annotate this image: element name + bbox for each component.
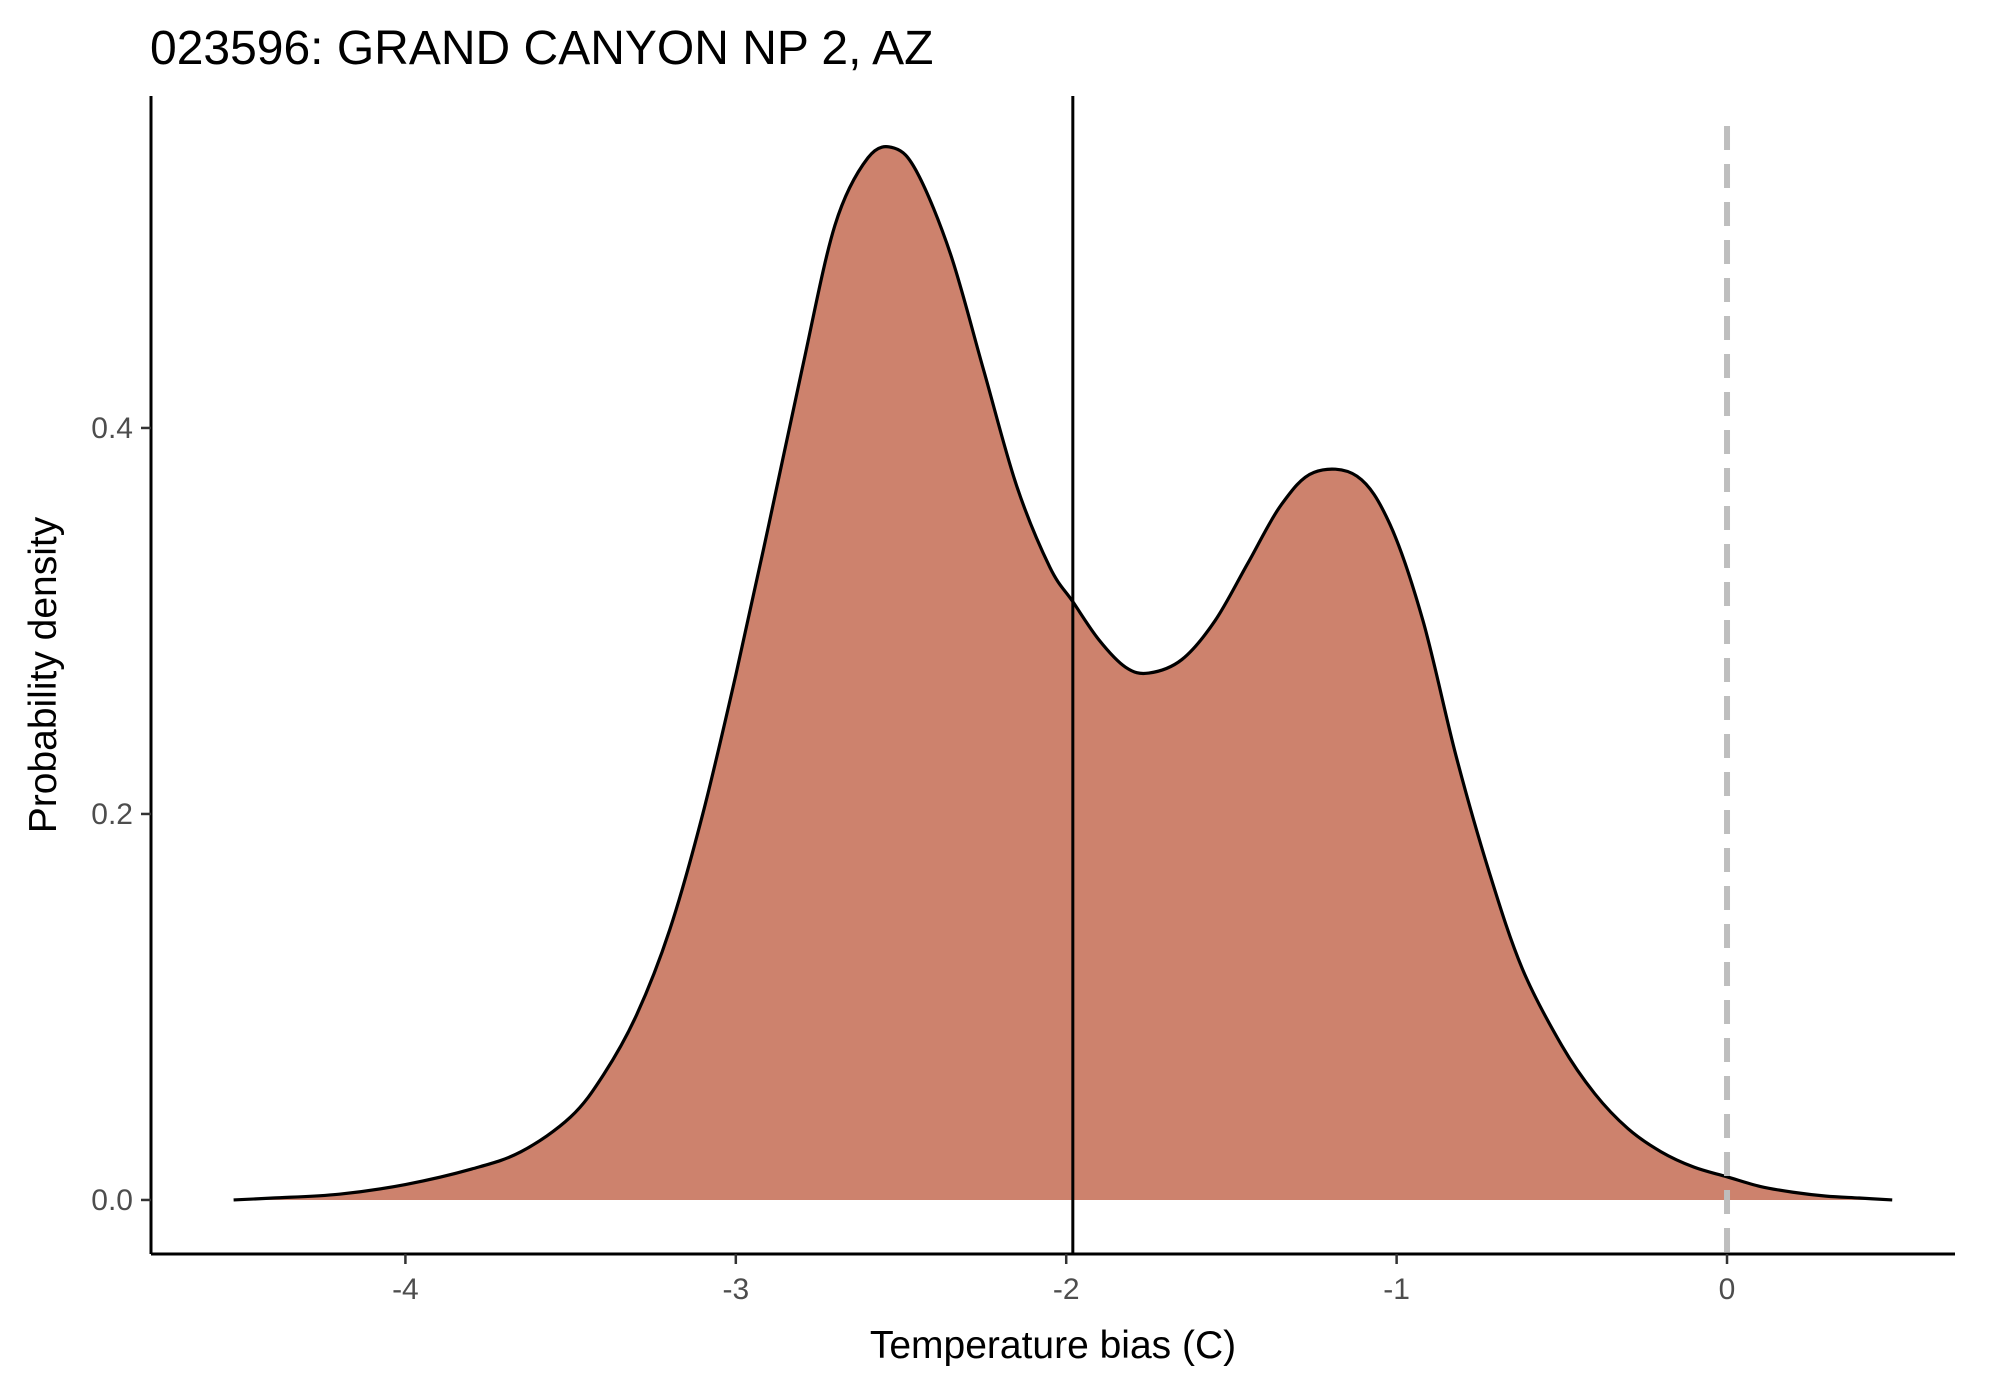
x-tick-label: -1	[1383, 1273, 1410, 1306]
x-tick-label: -2	[1053, 1273, 1080, 1306]
y-tick-label: 0.0	[91, 1184, 133, 1217]
y-tick-label: 0.2	[91, 798, 133, 831]
chart-title: 023596: GRAND CANYON NP 2, AZ	[150, 22, 933, 75]
plot-area	[233, 96, 1893, 1254]
y-axis-title: Probability density	[22, 516, 65, 833]
y-axis-ticks: 0.0 0.2 0.4	[91, 412, 151, 1217]
x-tick-label: -4	[392, 1273, 419, 1306]
density-curve-0	[233, 145, 1893, 1202]
x-tick-label: -3	[722, 1273, 749, 1306]
x-axis-title: Temperature bias (C)	[870, 1324, 1236, 1367]
density-area-0	[233, 146, 1893, 1200]
x-axis-ticks: -4 -3 -2 -1 0	[392, 1254, 1735, 1306]
x-tick-label: 0	[1719, 1273, 1736, 1306]
y-tick-label: 0.4	[91, 412, 133, 445]
